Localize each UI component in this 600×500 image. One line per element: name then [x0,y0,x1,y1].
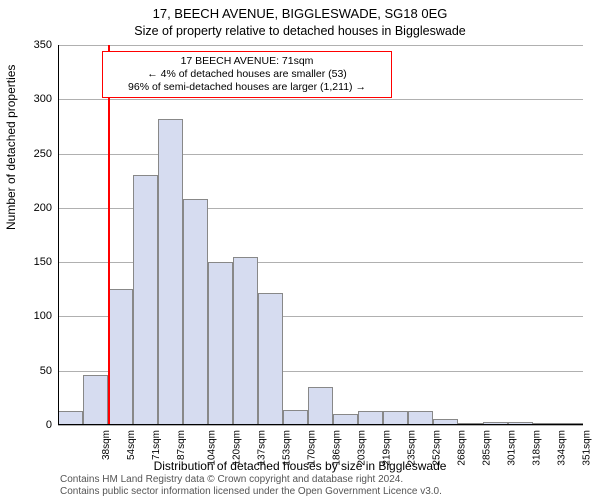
x-tick-label: 219sqm [381,430,392,466]
x-tick-label: 87sqm [176,430,187,460]
y-tick-label: 100 [34,310,52,322]
x-tick-label: 186sqm [331,430,342,466]
x-tick-label: 334sqm [556,430,567,466]
x-tick-label: 153sqm [281,430,292,466]
callout-box: 17 BEECH AVENUE: 71sqm← 4% of detached h… [102,51,392,98]
x-axis-line [58,424,583,425]
x-tick-label: 203sqm [356,430,367,466]
histogram-bar [383,411,408,425]
x-tick-label: 252sqm [431,430,442,466]
x-tick-label: 235sqm [406,430,417,466]
x-tick-label: 137sqm [256,430,267,466]
callout-line: ← 4% of detached houses are smaller (53) [109,68,385,81]
y-axis-line [58,45,59,425]
histogram-bar [133,175,158,425]
histogram-bar [83,375,108,425]
gridline [58,99,583,100]
y-tick-label: 300 [34,93,52,105]
x-tick-label: 351sqm [581,430,592,466]
x-tick-label: 104sqm [206,430,217,466]
x-tick-label: 71sqm [151,430,162,460]
histogram-bar [208,262,233,425]
gridline [58,45,583,46]
x-tick-label: 301sqm [506,430,517,466]
copyright-notice: Contains HM Land Registry data © Crown c… [60,474,442,498]
x-tick-label: 268sqm [456,430,467,466]
x-tick-label: 120sqm [231,430,242,466]
reference-vline [108,45,110,425]
copyright-line1: Contains HM Land Registry data © Crown c… [60,474,442,486]
callout-line: 96% of semi-detached houses are larger (… [109,81,385,94]
histogram-bar [233,257,258,425]
y-tick-label: 50 [40,365,52,377]
histogram-bar [358,411,383,425]
x-tick-label: 38sqm [101,430,112,460]
x-tick-label: 285sqm [481,430,492,466]
histogram-bar [408,411,433,425]
y-tick-label: 0 [46,419,52,431]
callout-line: 17 BEECH AVENUE: 71sqm [109,55,385,68]
histogram-bar [58,411,83,425]
y-axis-label: Number of detached properties [4,65,18,230]
x-tick-label: 54sqm [126,430,137,460]
y-tick-label: 150 [34,256,52,268]
histogram-bar [108,289,133,425]
x-tick-label: 318sqm [531,430,542,466]
chart-title-sub: Size of property relative to detached ho… [0,24,600,38]
copyright-line2: Contains public sector information licen… [60,486,442,498]
gridline [58,154,583,155]
histogram-bar [158,119,183,425]
histogram-bar [258,293,283,425]
x-tick-label: 170sqm [306,430,317,466]
gridline [58,425,583,426]
histogram-bar [183,199,208,425]
chart-title-main: 17, BEECH AVENUE, BIGGLESWADE, SG18 0EG [0,6,600,21]
y-tick-label: 350 [34,39,52,51]
y-tick-label: 250 [34,148,52,160]
histogram-bar [308,387,333,425]
histogram-bar [283,410,308,425]
chart-plot-area: 05010015020025030035038sqm54sqm71sqm87sq… [58,45,583,425]
y-tick-label: 200 [34,202,52,214]
